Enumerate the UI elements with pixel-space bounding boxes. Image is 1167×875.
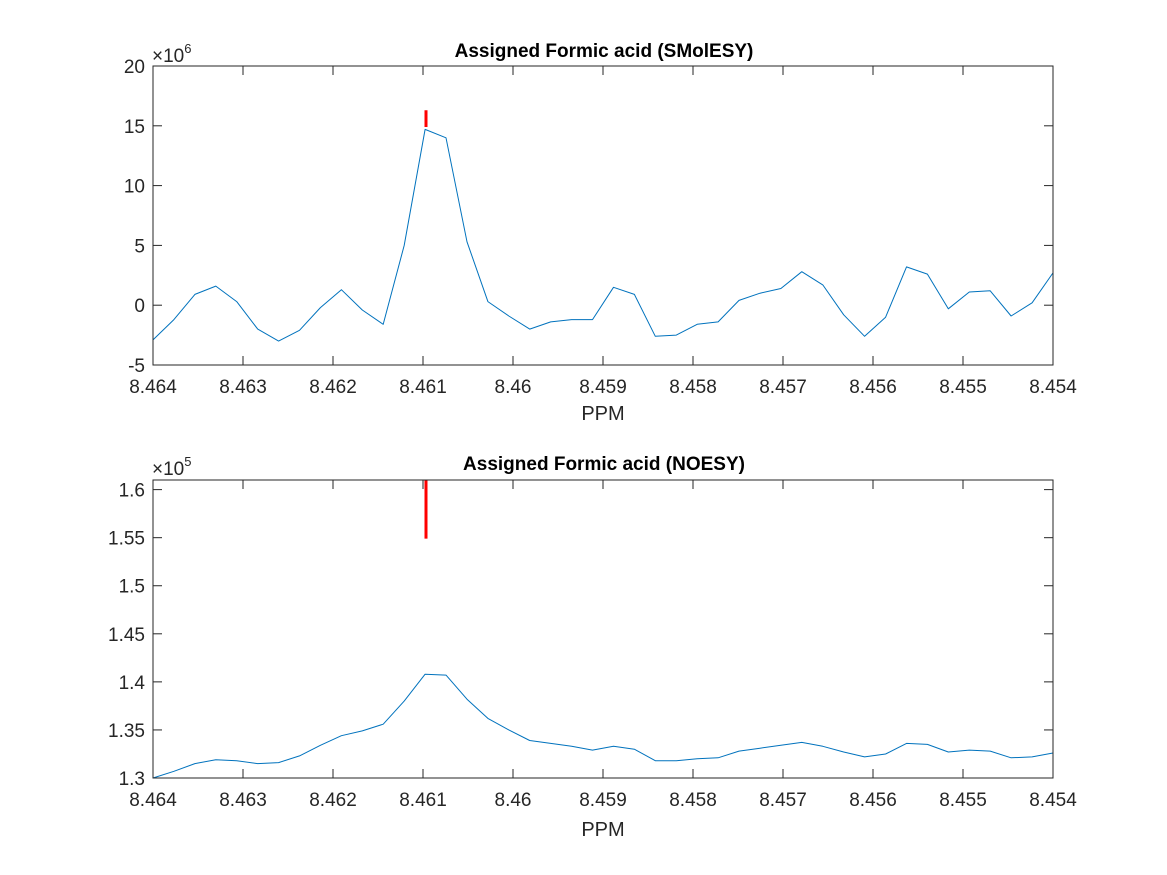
smolesy-y-tick-label: 20 xyxy=(124,57,145,78)
smolesy-x-tick-label: 8.454 xyxy=(1029,377,1077,398)
noesy-x-tick-label: 8.464 xyxy=(129,790,177,811)
noesy-y-exponent-power: 5 xyxy=(184,454,191,469)
smolesy-y-tick-label: 10 xyxy=(124,177,145,198)
smolesy-x-tick-label: 8.461 xyxy=(399,377,447,398)
noesy-x-tick-label: 8.455 xyxy=(939,790,987,811)
smolesy-x-tick-label: 8.455 xyxy=(939,377,987,398)
smolesy-y-exponent-power: 6 xyxy=(184,41,191,56)
smolesy-y-tick-label: 0 xyxy=(134,296,145,317)
smolesy-y-tick-label: 15 xyxy=(124,117,145,138)
noesy-x-tick-label: 8.462 xyxy=(309,790,357,811)
noesy-x-tick-label: 8.454 xyxy=(1029,790,1077,811)
smolesy-y-exponent-base: ×10 xyxy=(152,46,184,67)
noesy-title: Assigned Formic acid (NOESY) xyxy=(463,454,745,475)
smolesy-x-tick-label: 8.462 xyxy=(309,377,357,398)
smolesy-y-tick-label: 5 xyxy=(134,236,145,257)
noesy-x-tick-label: 8.463 xyxy=(219,790,267,811)
smolesy-title: Assigned Formic acid (SMolESY) xyxy=(455,41,754,62)
smolesy-x-axis-label: PPM xyxy=(581,403,624,425)
noesy-x-tick-label: 8.456 xyxy=(849,790,897,811)
noesy-x-tick-label: 8.459 xyxy=(579,790,627,811)
smolesy-x-tick-label: 8.458 xyxy=(669,377,717,398)
noesy-x-tick-label: 8.458 xyxy=(669,790,717,811)
noesy-y-exponent-base: ×10 xyxy=(152,459,184,480)
noesy-y-tick-label: 1.45 xyxy=(108,625,145,646)
smolesy-x-tick-label: 8.463 xyxy=(219,377,267,398)
noesy-x-tick-label: 8.457 xyxy=(759,790,807,811)
noesy-y-tick-label: 1.3 xyxy=(119,769,145,790)
smolesy-x-tick-label: 8.464 xyxy=(129,377,177,398)
smolesy-x-tick-label: 8.456 xyxy=(849,377,897,398)
noesy-x-tick-label: 8.461 xyxy=(399,790,447,811)
noesy-y-tick-label: 1.4 xyxy=(119,673,146,694)
noesy-y-tick-label: 1.35 xyxy=(108,721,145,742)
noesy-x-axis-label: PPM xyxy=(581,819,624,841)
smolesy-x-tick-label: 8.457 xyxy=(759,377,807,398)
noesy-y-tick-label: 1.6 xyxy=(119,481,145,502)
noesy-y-tick-label: 1.5 xyxy=(119,577,145,598)
smolesy-x-tick-label: 8.46 xyxy=(495,377,532,398)
noesy-y-tick-label: 1.55 xyxy=(108,529,145,550)
noesy-x-tick-label: 8.46 xyxy=(495,790,532,811)
smolesy-x-tick-label: 8.459 xyxy=(579,377,627,398)
smolesy-y-tick-label: -5 xyxy=(128,356,145,377)
